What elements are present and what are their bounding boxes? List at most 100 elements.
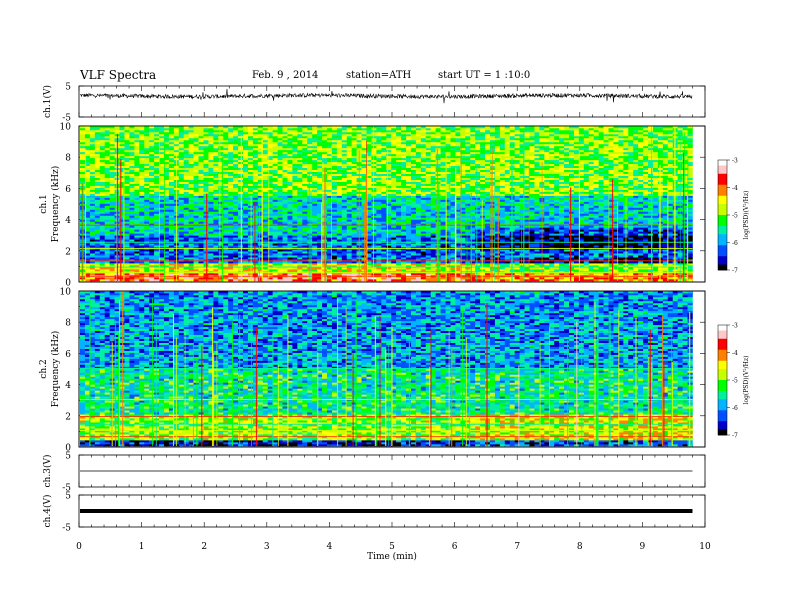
spectrogram-cell — [100, 269, 105, 271]
spectrogram-cell — [401, 249, 406, 251]
spectrogram-cell — [653, 255, 658, 257]
spectrogram-cell — [505, 263, 510, 265]
spectrogram-cell — [169, 263, 174, 265]
spectrogram-cell — [604, 253, 609, 255]
spectrogram-cell — [184, 269, 189, 271]
spectrogram-cell — [159, 263, 164, 265]
spectrogram-cell — [643, 249, 648, 251]
spectrogram-cell — [416, 261, 421, 263]
spectrogram-cell — [307, 269, 312, 271]
spectrogram-cell — [500, 263, 505, 265]
spectrogram-cell — [396, 257, 401, 259]
spectrogram-cell — [105, 279, 110, 281]
spectrogram-cell — [376, 261, 381, 263]
spectrogram-cell — [278, 279, 283, 281]
spectrogram-cell — [90, 253, 95, 255]
spectrogram-cell — [411, 263, 416, 265]
spectrogram-cell — [124, 257, 129, 259]
spectrogram-cell — [515, 279, 520, 281]
spectrogram-cell — [411, 251, 416, 253]
y-axis-label: Frequency (kHz) — [50, 331, 61, 408]
spectrogram-cell — [228, 261, 233, 263]
spectrogram-cell — [529, 279, 534, 281]
spectrogram-cell — [223, 277, 228, 279]
y-tick-label: 6 — [65, 185, 71, 195]
spectrogram-cell — [263, 253, 268, 255]
spectrogram-cell — [475, 273, 480, 275]
spectrogram-cell — [401, 261, 406, 263]
spectrogram-cell — [110, 269, 115, 271]
spectrogram-cell — [495, 255, 500, 257]
spectrogram-cell — [500, 261, 505, 263]
spectrogram-cell — [421, 261, 426, 263]
spectrogram-cell — [312, 279, 317, 281]
spectrogram-cell — [253, 277, 258, 279]
spectrogram-cell — [283, 261, 288, 263]
ch1-waveform-line — [80, 89, 692, 103]
spectrogram-cell — [129, 277, 134, 279]
spectrogram-cell — [243, 251, 248, 253]
spectrogram-cell — [312, 269, 317, 271]
spectrogram-cell — [421, 251, 426, 253]
spectrogram-cell — [194, 279, 199, 281]
spectrogram-cell — [342, 277, 347, 279]
spectrogram-cell — [95, 253, 100, 255]
spectrogram-cell — [594, 277, 599, 279]
spectrogram-cell — [618, 273, 623, 275]
spectrogram-cell — [283, 253, 288, 255]
spectrogram-cell — [544, 273, 549, 275]
spectrogram-cell — [500, 249, 505, 251]
spectrogram-cell — [668, 277, 673, 279]
spectrogram-cell — [396, 279, 401, 281]
spectrogram-cell — [401, 251, 406, 253]
spectrogram-cell — [633, 251, 638, 253]
spectrogram-cell — [347, 279, 352, 281]
spectrogram-cell — [144, 273, 149, 275]
spectrogram-cell — [90, 273, 95, 275]
spectrogram-cell — [144, 257, 149, 259]
spectrogram-cell — [500, 279, 505, 281]
spectrogram-cell — [401, 269, 406, 271]
spectrogram-cell — [515, 277, 520, 279]
spectrogram-cell — [426, 251, 431, 253]
spectrogram-cell — [263, 255, 268, 257]
spectrogram-cell — [283, 251, 288, 253]
spectrogram-cell — [554, 257, 559, 259]
spectrogram-cell — [406, 279, 411, 281]
spectrogram-cell — [554, 255, 559, 257]
spectrogram-cell — [248, 279, 253, 281]
spectrogram-cell — [238, 261, 243, 263]
spectrogram-cell — [292, 273, 297, 275]
spectrogram-cell — [618, 257, 623, 259]
spectrogram-cell — [213, 279, 218, 281]
spectrogram-cell — [569, 253, 574, 255]
spectrogram-cell — [337, 269, 342, 271]
spectrogram-cell — [149, 273, 154, 275]
spectrogram-cell — [376, 273, 381, 275]
spectrogram-cell — [144, 269, 149, 271]
y-tick-label: 5 — [65, 452, 71, 462]
spectrogram-cell — [208, 279, 213, 281]
spectrogram-cell — [179, 255, 184, 257]
spectrogram-cell — [292, 249, 297, 251]
spectrogram-cell — [381, 279, 386, 281]
spectrogram-cell — [505, 255, 510, 257]
spectrogram-cell — [154, 253, 159, 255]
spectrogram-cell — [139, 255, 144, 257]
y-tick-label: 5 — [65, 83, 71, 93]
spectrogram-cell — [233, 251, 238, 253]
spectrogram-cell — [441, 273, 446, 275]
spectrogram-cell — [134, 257, 139, 259]
spectrogram-cell — [574, 273, 579, 275]
spectrogram-cell — [199, 253, 204, 255]
spectrogram-cell — [287, 277, 292, 279]
spectrogram-cell — [90, 279, 95, 281]
spectrogram-cell — [292, 253, 297, 255]
spectrogram-cell — [633, 279, 638, 281]
spectrogram-cell — [95, 249, 100, 251]
spectrogram-cell — [653, 249, 658, 251]
spectrogram-cell — [569, 249, 574, 251]
spectrogram-cell — [584, 257, 589, 259]
spectrogram-cell — [505, 249, 510, 251]
spectrogram-cell — [292, 257, 297, 259]
